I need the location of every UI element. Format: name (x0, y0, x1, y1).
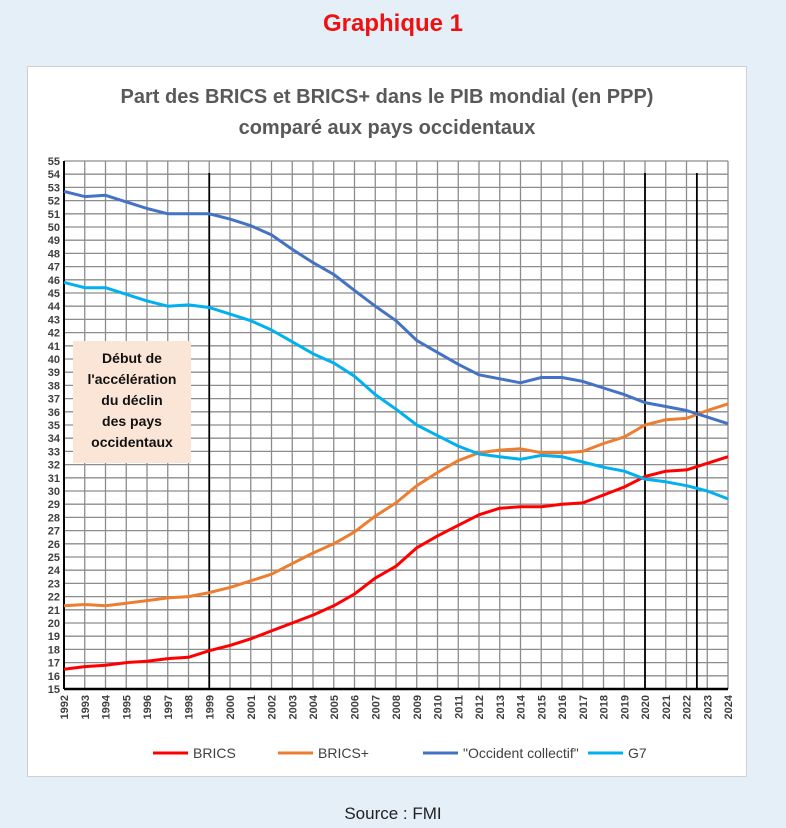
x-tick-label: 2018 (599, 695, 611, 719)
x-tick-label: 2014 (516, 694, 528, 719)
x-tick-label: 2015 (536, 695, 548, 719)
y-tick-label: 53 (48, 182, 60, 194)
x-tick-label: 2008 (391, 695, 403, 719)
x-tick-label: 2012 (474, 695, 486, 719)
x-tick-label: 2022 (682, 695, 694, 719)
series-line-g7 (63, 280, 729, 501)
x-tick-label: 2002 (267, 695, 279, 719)
y-tick-label: 45 (48, 288, 60, 300)
annotation-box (73, 341, 191, 463)
y-tick-label: 15 (48, 684, 60, 696)
annotation-text: des pays (102, 413, 162, 429)
line-chart: Part des BRICS et BRICS+ dans le PIB mon… (48, 86, 735, 761)
y-tick-label: 20 (48, 618, 60, 630)
annotation-text: du déclin (101, 392, 162, 408)
x-tick-label: 2016 (557, 695, 569, 719)
y-tick-label: 46 (48, 275, 60, 287)
series-line-occidentcollectif (63, 189, 729, 426)
x-tick-label: 2004 (308, 694, 320, 719)
series-line-brics+ (63, 402, 729, 608)
x-tick-label: 1993 (80, 695, 92, 719)
chart-title-line: comparé aux pays occidentaux (239, 117, 536, 139)
annotation-text: Début de (102, 350, 162, 366)
y-tick-label: 35 (48, 420, 60, 432)
x-tick-label: 2005 (329, 695, 341, 719)
x-tick-label: 1992 (59, 695, 71, 719)
y-tick-label: 37 (48, 394, 60, 406)
x-tick-label: 2019 (619, 695, 631, 719)
y-tick-label: 50 (48, 222, 60, 234)
legend-label: BRICS+ (318, 745, 369, 761)
legend-label: "Occident collectif" (463, 745, 579, 761)
x-tick-label: 2013 (495, 695, 507, 719)
y-tick-label: 23 (48, 578, 60, 590)
y-tick-label: 25 (48, 552, 60, 564)
x-tick-label: 2021 (661, 695, 673, 719)
y-tick-label: 55 (48, 156, 60, 168)
y-tick-label: 39 (48, 367, 60, 379)
x-tick-label: 1997 (163, 695, 175, 719)
y-tick-label: 40 (48, 354, 60, 366)
x-tick-label: 1995 (121, 695, 133, 719)
x-tick-label: 2007 (370, 695, 382, 719)
x-tick-label: 2003 (287, 695, 299, 719)
y-tick-label: 34 (48, 433, 61, 445)
x-tick-label: 2023 (702, 695, 714, 719)
x-tick-label: 2017 (578, 695, 590, 719)
y-tick-label: 28 (48, 512, 60, 524)
y-tick-label: 29 (48, 499, 60, 511)
y-tick-label: 49 (48, 235, 60, 247)
x-tick-label: 2009 (412, 695, 424, 719)
y-tick-label: 31 (48, 473, 60, 485)
y-tick-label: 44 (48, 301, 61, 313)
source-caption: Source : FMI (344, 804, 442, 823)
x-tick-label: 2020 (640, 695, 652, 719)
x-tick-label: 1998 (184, 695, 196, 719)
y-tick-label: 48 (48, 248, 60, 260)
y-tick-label: 19 (48, 631, 60, 643)
series-line-brics (63, 455, 729, 671)
y-tick-label: 24 (48, 565, 61, 577)
chart-panel: Part des BRICS et BRICS+ dans le PIB mon… (27, 66, 747, 777)
y-tick-label: 32 (48, 460, 60, 472)
legend-label: G7 (628, 745, 647, 761)
y-tick-label: 16 (48, 671, 60, 683)
figure-heading: Graphique 1 (322, 10, 464, 37)
y-tick-label: 21 (48, 605, 60, 617)
y-tick-label: 38 (48, 380, 60, 392)
annotation-text: occidentaux (91, 434, 173, 450)
y-tick-label: 27 (48, 526, 60, 538)
x-tick-label: 2011 (453, 695, 465, 719)
x-tick-label: 1996 (142, 695, 154, 719)
chart-title-line: Part des BRICS et BRICS+ dans le PIB mon… (121, 86, 654, 108)
y-tick-label: 18 (48, 644, 60, 656)
x-tick-label: 2024 (723, 694, 735, 719)
legend-label: BRICS (193, 745, 236, 761)
y-tick-label: 22 (48, 592, 60, 604)
x-tick-label: 2001 (246, 695, 258, 719)
y-tick-label: 42 (48, 328, 60, 340)
annotation-text: l'accélération (88, 371, 177, 387)
y-tick-label: 41 (48, 341, 60, 353)
x-tick-label: 1994 (101, 694, 113, 719)
x-tick-label: 2000 (225, 695, 237, 719)
y-tick-label: 17 (48, 658, 60, 670)
y-tick-label: 51 (48, 209, 60, 221)
x-tick-label: 2010 (433, 695, 445, 719)
x-tick-label: 1999 (204, 695, 216, 719)
x-tick-label: 2006 (350, 695, 362, 719)
y-tick-label: 33 (48, 446, 60, 458)
y-tick-label: 30 (48, 486, 60, 498)
y-tick-label: 43 (48, 314, 60, 326)
y-tick-label: 52 (48, 196, 60, 208)
y-tick-label: 54 (48, 169, 61, 181)
y-tick-label: 36 (48, 407, 60, 419)
y-tick-label: 26 (48, 539, 60, 551)
y-tick-label: 47 (48, 262, 60, 274)
